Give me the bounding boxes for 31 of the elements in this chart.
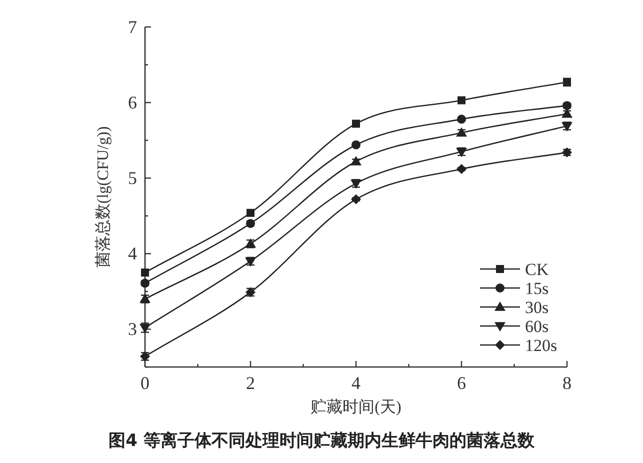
legend-label: 120s [525,336,558,355]
legend-label: 15s [525,279,549,298]
point [140,278,150,288]
x-tick-label: 6 [457,373,466,393]
y-axis-title: 菌落总数(lg(CFU/g)) [94,126,112,268]
x-tick-label: 2 [246,373,255,393]
y-tick-label: 3 [128,319,137,340]
y-tick-label: 7 [128,17,137,37]
legend-label: CK [525,260,550,279]
y-tick-label: 6 [128,92,137,113]
legend-label: 30s [525,298,549,317]
point [458,96,466,104]
point [246,208,254,217]
point [456,164,466,174]
caption: 图4 等离子体不同处理时间贮藏期内生鲜牛肉的菌落总数 [108,431,536,451]
y-tick-label: 4 [128,244,137,264]
y-tick-label: 5 [128,168,137,188]
x-tick-label: 0 [140,373,150,393]
point [246,218,255,228]
point [141,268,149,277]
point [351,194,361,204]
point [350,156,362,166]
point [352,140,360,150]
point [352,120,360,128]
x-tick-label: 4 [352,373,360,393]
x-tick-label: 8 [562,373,572,393]
point [562,101,572,110]
legend-label: 60s [525,317,549,336]
x-axis-title: 贮藏时间(天) [310,398,402,416]
point [457,114,466,124]
point [140,351,150,362]
